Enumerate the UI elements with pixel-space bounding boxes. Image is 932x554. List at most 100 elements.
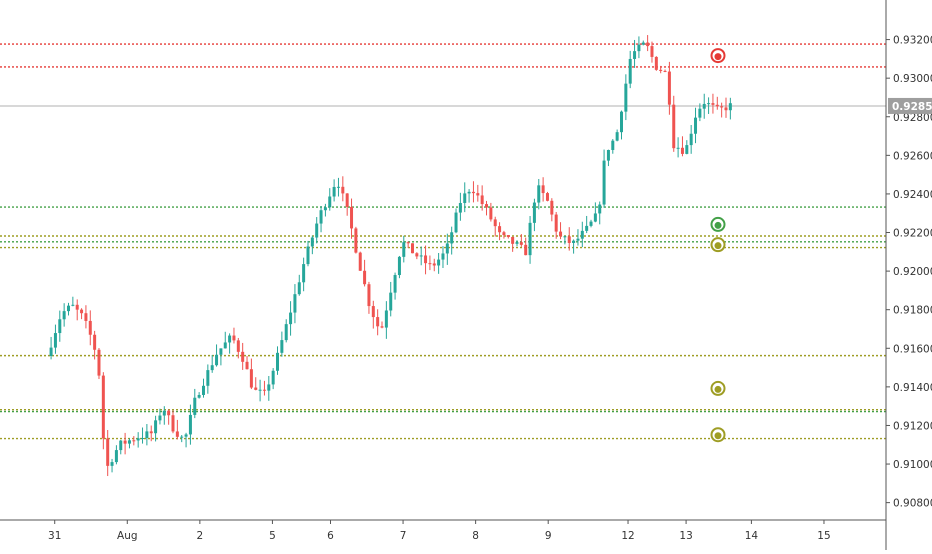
candle-body-9	[88, 320, 92, 335]
candle-body-2	[58, 319, 62, 334]
candle-body-116	[554, 214, 558, 232]
candle-body-70	[354, 228, 358, 253]
candle-body-127	[602, 160, 606, 205]
candle-body-91	[445, 243, 449, 254]
candle-body-18	[127, 440, 131, 444]
candle-body-121	[576, 238, 580, 241]
candle-body-60	[310, 237, 314, 247]
candle-body-30	[180, 436, 184, 438]
candle-body-110	[528, 222, 532, 256]
candle-body-32	[188, 414, 192, 435]
candle-body-15	[114, 450, 118, 463]
candle-body-1	[53, 333, 57, 348]
candle-body-42	[232, 335, 236, 341]
candle-body-21	[141, 438, 145, 440]
candle-body-45	[245, 361, 249, 370]
candle-body-78	[389, 292, 393, 311]
candle-body-134	[633, 51, 637, 59]
marker-level-3[interactable]	[710, 380, 726, 396]
candle-body-154	[720, 106, 724, 108]
marker-resistance-0[interactable]	[710, 48, 726, 64]
candle-body-17	[123, 440, 127, 444]
candle-body-128	[606, 149, 610, 161]
candle-body-35	[201, 385, 205, 395]
candle-body-50	[267, 384, 271, 391]
candle-body-131	[619, 111, 623, 133]
candle-body-25	[158, 415, 162, 421]
candle-body-65	[332, 186, 336, 197]
candle-body-85	[419, 255, 423, 257]
candle-body-12	[101, 375, 105, 439]
candle-body-117	[559, 231, 563, 237]
candle-body-81	[402, 242, 406, 257]
candle-body-93	[454, 212, 458, 233]
candle-body-88	[432, 263, 436, 266]
marker-level-4[interactable]	[710, 427, 726, 443]
candle-body-82	[406, 242, 410, 244]
candle-body-44	[241, 351, 245, 362]
candle-body-102	[493, 219, 497, 227]
candle-body-13	[106, 438, 110, 466]
marker-dot-4	[714, 432, 722, 440]
candle-body-83	[410, 243, 414, 254]
candle-body-64	[328, 196, 332, 208]
candle-body-22	[145, 431, 149, 439]
candle-body-140	[659, 69, 663, 71]
candle-body-69	[350, 206, 354, 229]
marker-level-2[interactable]	[710, 237, 726, 253]
x-tick-label-6: 8	[472, 530, 479, 542]
candle-body-137	[646, 42, 650, 47]
candle-body-29	[175, 431, 179, 437]
candle-body-74	[371, 306, 375, 318]
marker-support-1[interactable]	[710, 216, 726, 232]
candle-body-39	[219, 348, 223, 355]
candle-body-14	[110, 462, 114, 466]
current-price-label-text: 0.92856	[892, 101, 932, 113]
candle-body-7	[80, 309, 84, 314]
candle-body-26	[162, 410, 166, 416]
candle-body-38	[215, 354, 219, 366]
candle-body-4	[67, 305, 71, 312]
candle-body-16	[119, 440, 123, 451]
candle-body-75	[376, 317, 380, 327]
candle-body-52	[276, 352, 280, 371]
candle-body-97	[471, 191, 475, 194]
candle-body-141	[663, 70, 667, 72]
candle-body-79	[393, 275, 397, 293]
candle-body-67	[341, 186, 345, 194]
candle-body-125	[593, 213, 597, 222]
candle-body-124	[589, 221, 593, 226]
x-tick-label-4: 6	[327, 530, 334, 542]
candle-body-111	[532, 202, 536, 223]
candle-body-19	[132, 440, 136, 442]
x-tick-label-7: 9	[545, 530, 552, 542]
candle-body-73	[367, 284, 371, 307]
candle-body-143	[672, 104, 676, 149]
candle-body-0	[49, 347, 53, 356]
x-tick-label-8: 12	[621, 530, 634, 542]
candle-body-148	[694, 117, 698, 134]
candle-body-57	[297, 282, 301, 295]
candle-body-150	[702, 103, 706, 109]
x-tick-label-5: 7	[400, 530, 407, 542]
x-tick-label-2: 2	[197, 530, 204, 542]
candle-body-51	[271, 370, 275, 385]
candle-body-101	[489, 207, 493, 220]
candle-body-33	[193, 397, 197, 415]
candle-body-155	[724, 107, 728, 111]
candle-body-37	[210, 365, 214, 371]
candle-body-66	[336, 186, 340, 188]
candle-body-6	[75, 304, 79, 310]
candle-body-129	[611, 140, 615, 150]
candle-body-54	[284, 324, 288, 341]
